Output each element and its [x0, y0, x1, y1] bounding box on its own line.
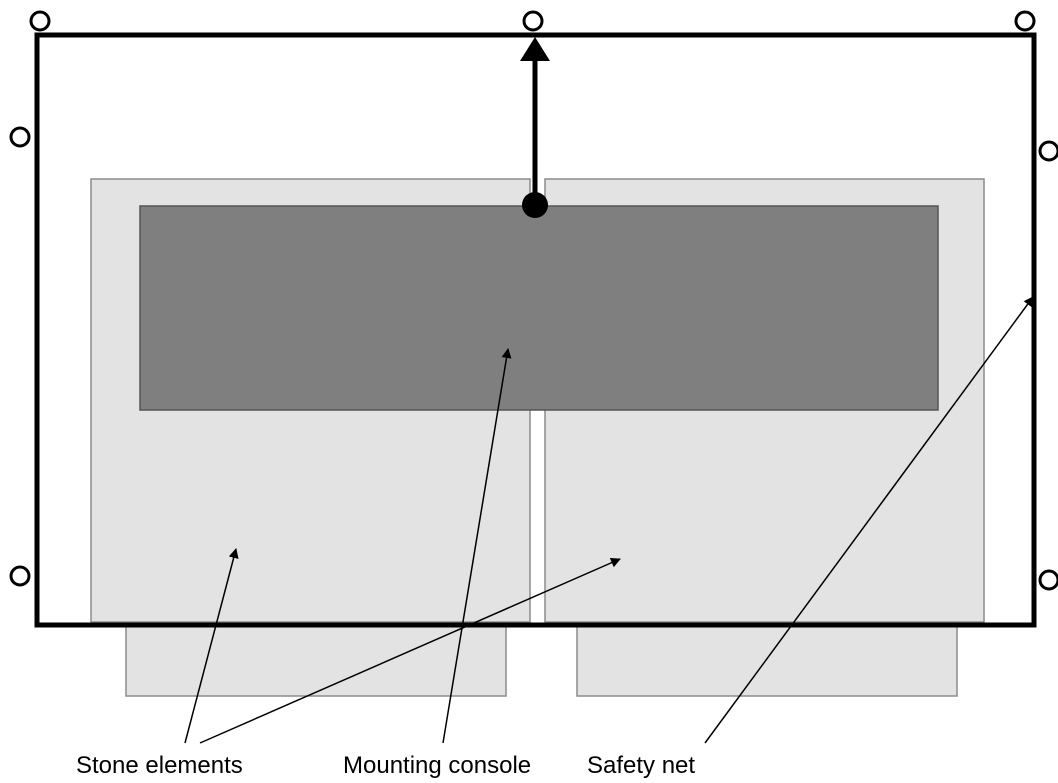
label-mounting-console: Mounting console	[343, 752, 532, 779]
anchor-ring-top-left	[29, 10, 51, 32]
safety-net-frame	[34, 32, 1037, 628]
mounting-console	[139, 205, 939, 411]
anchor-ring-left-upper	[9, 126, 31, 148]
anchor-rings	[9, 10, 1058, 591]
label-safety-net: Safety net	[587, 752, 696, 779]
lifting-arrow-head	[520, 37, 550, 61]
lifting-point	[522, 192, 548, 218]
lower-stone-block-left	[125, 623, 507, 697]
label-stone-elements: Stone elements	[76, 752, 243, 779]
leader-line-stone-left	[184, 548, 239, 744]
leader-line-stone-right	[199, 558, 621, 744]
anchor-ring-top-center	[522, 10, 544, 32]
anchor-ring-left-lower	[9, 565, 31, 587]
anchor-ring-right-lower	[1038, 569, 1058, 591]
lower-stone-block-right	[576, 623, 958, 697]
leader-line-safety-net	[704, 296, 1034, 744]
anchor-ring-right-upper	[1038, 140, 1058, 162]
anchor-ring-top-right	[1014, 10, 1036, 32]
leader-line-mounting-console	[442, 348, 512, 744]
